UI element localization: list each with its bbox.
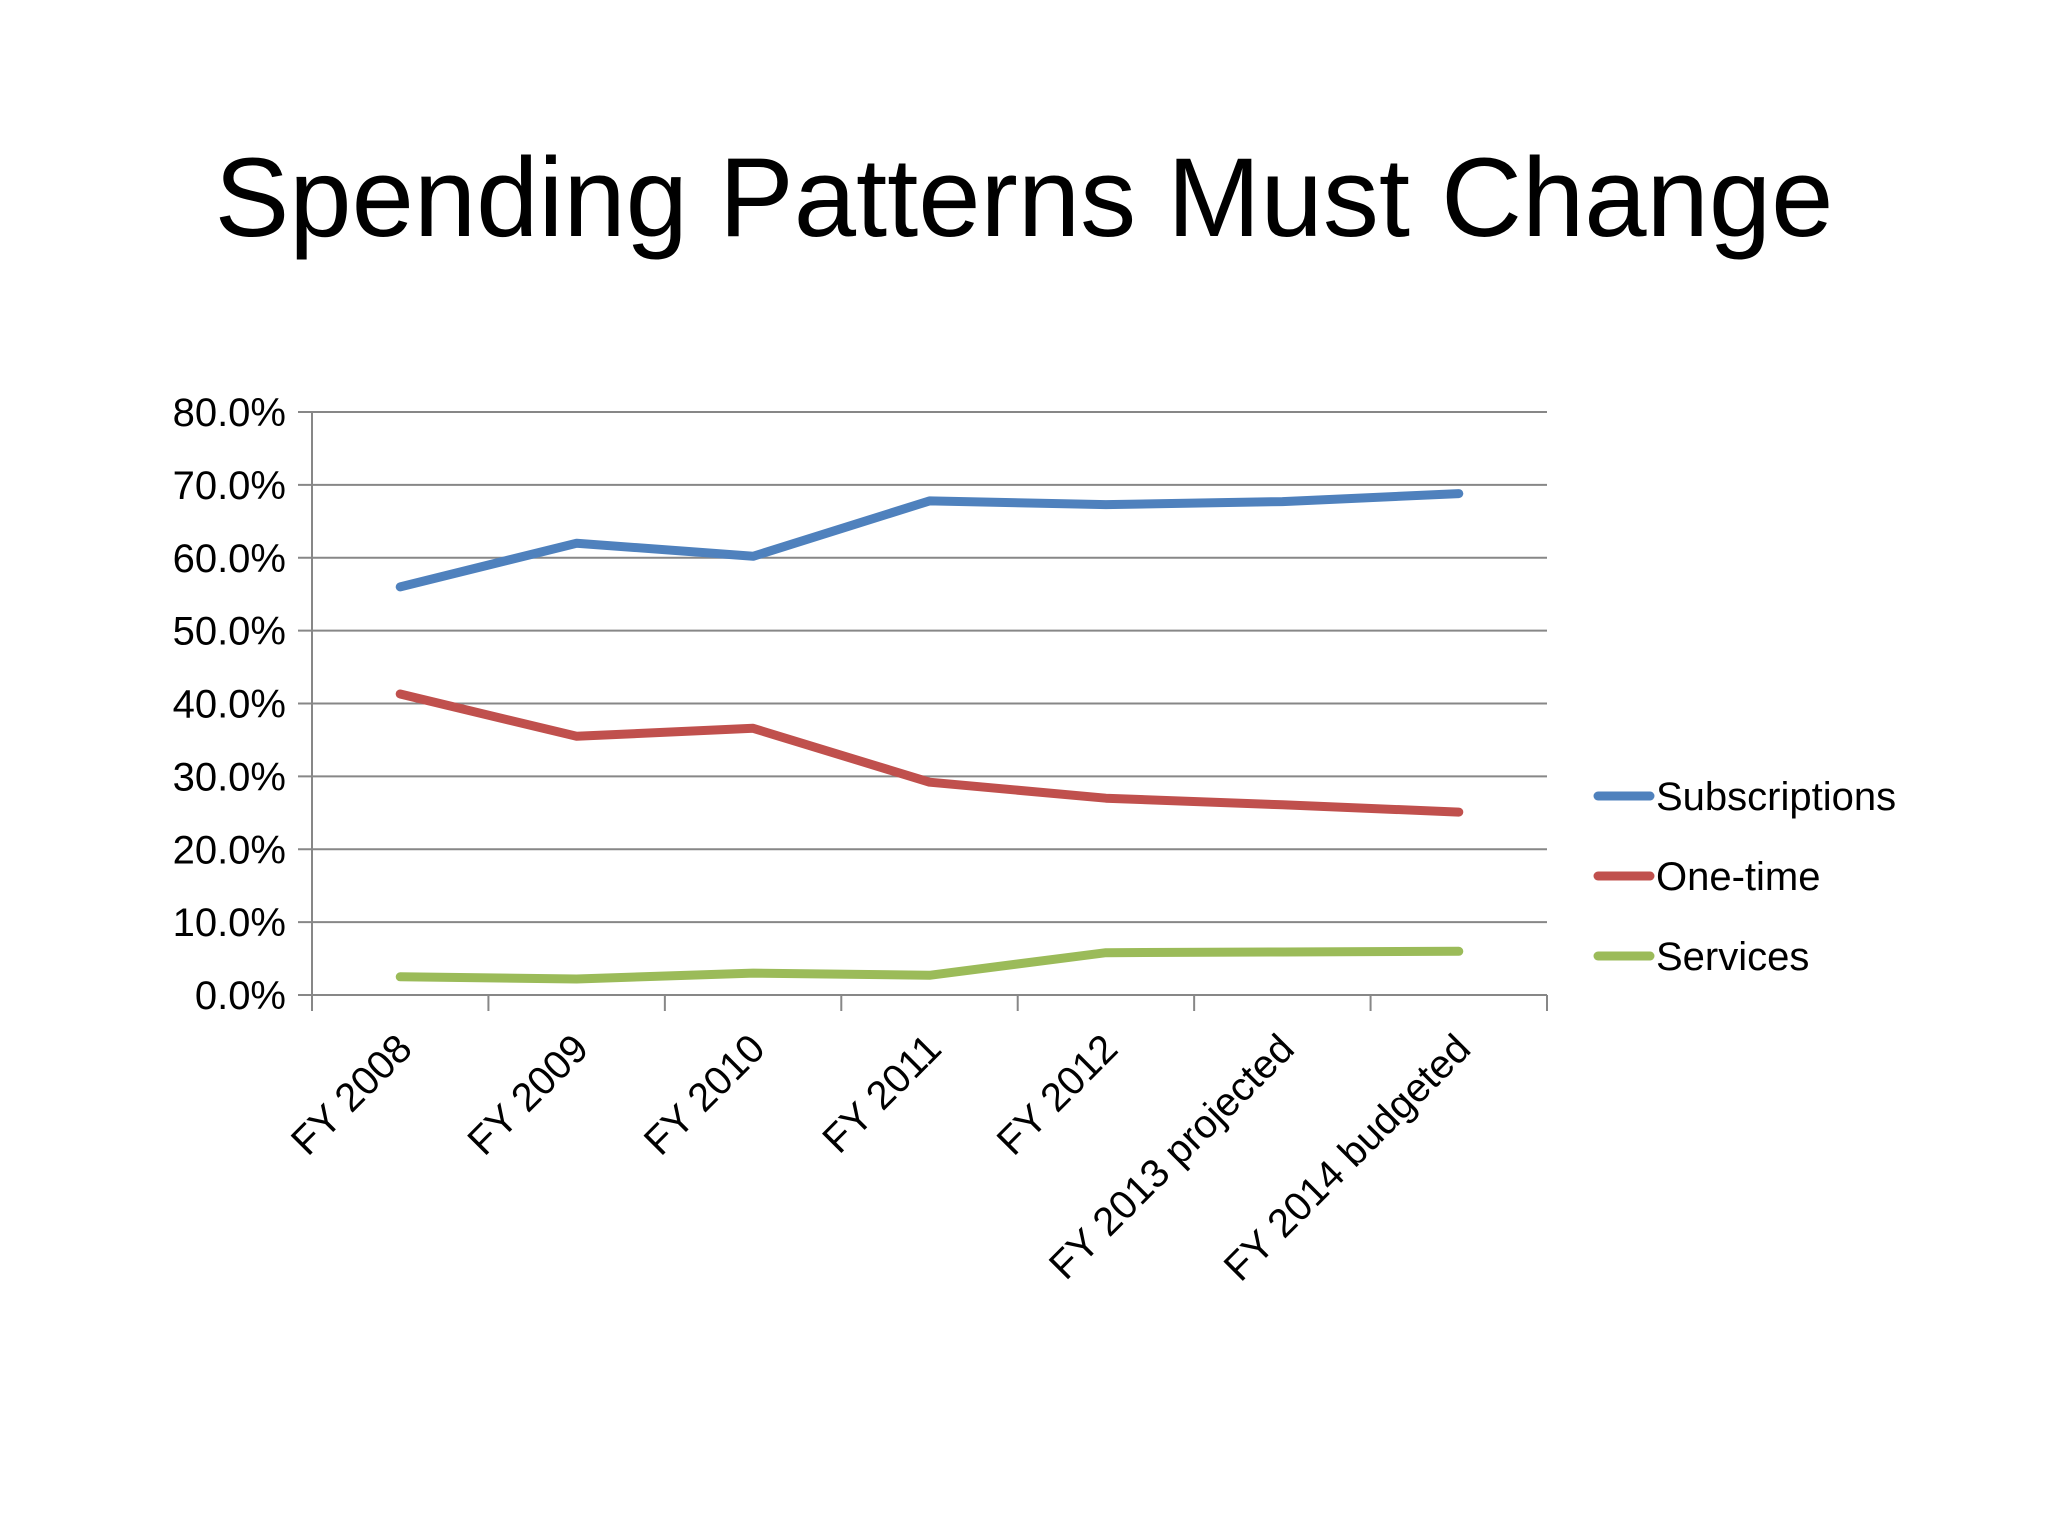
x-tick-label: FY 2010 xyxy=(636,1026,774,1164)
y-tick-label: 70.0% xyxy=(173,464,286,508)
y-tick-label: 80.0% xyxy=(173,391,286,435)
legend: Subscriptions One-time Services xyxy=(1593,775,1896,979)
y-tick-label: 50.0% xyxy=(173,610,286,654)
y-tick-label: 20.0% xyxy=(173,828,286,872)
legend-label: One-time xyxy=(1656,855,1821,899)
y-tick-label: 10.0% xyxy=(173,901,286,945)
series-line-subscriptions xyxy=(395,489,1464,592)
y-tick-label: 30.0% xyxy=(173,755,286,799)
series-line-one-time xyxy=(395,689,1464,817)
y-tick-label: 0.0% xyxy=(195,974,286,1018)
x-tick-label: FY 2009 xyxy=(459,1026,597,1164)
x-tick-label: FY 2008 xyxy=(283,1026,421,1164)
y-axis-tick-labels: 0.0% 10.0% 20.0% 30.0% 40.0% 50.0% 60.0% 70.0% 8… xyxy=(173,391,286,1018)
y-tick-label: 40.0% xyxy=(173,683,286,727)
axes xyxy=(298,411,1548,1011)
x-tick-label: FY 2011 xyxy=(814,1026,949,1161)
slide-title: Spending Patterns Must Change xyxy=(214,135,1834,260)
legend-label: Subscriptions xyxy=(1656,775,1896,819)
y-tick-label: 60.0% xyxy=(173,537,286,581)
gridlines xyxy=(312,411,1547,996)
x-tick-label: FY 2012 xyxy=(989,1026,1127,1164)
series-line-services xyxy=(395,946,1464,984)
legend-label: Services xyxy=(1656,935,1809,979)
series-lines xyxy=(395,489,1464,984)
